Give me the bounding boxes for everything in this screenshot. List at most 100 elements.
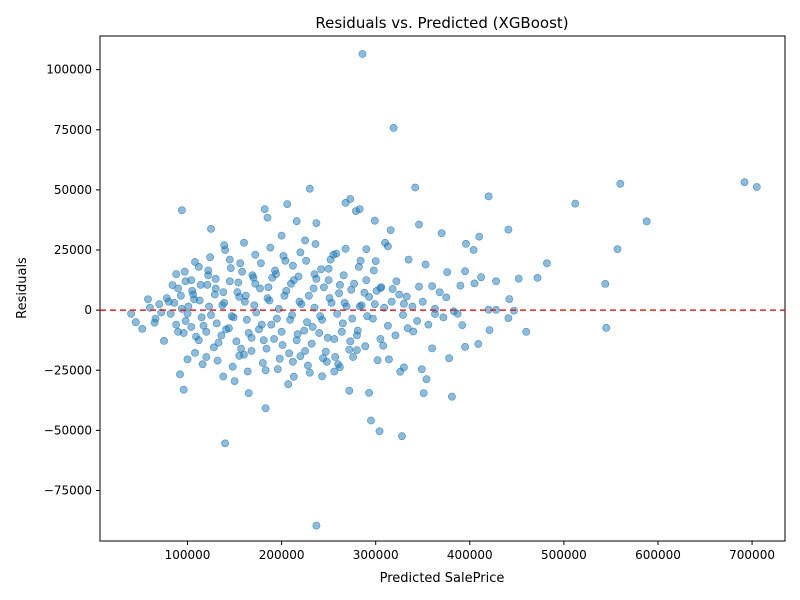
data-point [290,373,297,380]
data-point [462,343,469,350]
y-tick-label: 50000 [54,183,92,197]
data-point [367,417,374,424]
y-tick-label: 75000 [54,123,92,137]
data-point [195,337,202,344]
data-point [310,285,317,292]
data-point [378,284,385,291]
data-point [152,315,159,322]
data-point [346,346,353,353]
data-point [296,298,303,305]
data-point [312,240,319,247]
x-tick-label: 500000 [541,548,587,562]
data-point [199,361,206,368]
data-point [318,266,325,273]
data-point [429,283,436,290]
data-point [190,291,197,298]
data-point [229,363,236,370]
data-point [741,179,748,186]
data-point [275,305,282,312]
data-point [289,262,296,269]
data-point [248,347,255,354]
data-point [505,315,512,322]
data-point [515,275,522,282]
data-point [309,323,316,330]
data-point [357,257,364,264]
data-point [462,268,469,275]
data-point [228,313,235,320]
data-point [260,337,267,344]
data-point [425,321,432,328]
data-point [173,321,180,328]
data-point [188,323,195,330]
data-point [288,311,295,318]
x-tick-label: 600000 [635,548,681,562]
data-point [156,301,163,308]
data-point [167,310,174,317]
data-point [366,389,373,396]
data-point [222,246,229,253]
data-point [305,292,312,299]
data-point [278,232,285,239]
x-tick-label: 400000 [447,548,493,562]
data-point [297,249,304,256]
data-point [180,329,187,336]
data-point [128,310,135,317]
data-point [236,293,243,300]
data-point [506,296,513,303]
data-point [243,316,250,323]
data-point [237,260,244,267]
data-point [287,280,294,287]
data-point [400,300,407,307]
data-point [306,369,313,376]
data-point [222,440,229,447]
data-point [347,338,354,345]
data-point [412,184,419,191]
chart-title: Residuals vs. Predicted (XGBoost) [315,14,568,32]
data-point [279,341,286,348]
data-point [392,332,399,339]
data-point [429,345,436,352]
data-point [471,280,478,287]
data-point [322,348,329,355]
data-point [198,314,205,321]
data-point [220,373,227,380]
data-point [371,217,378,224]
data-point [436,289,443,296]
data-point [404,325,411,332]
data-point [276,355,283,362]
data-point [617,180,624,187]
data-point [415,283,422,290]
data-point [420,390,427,397]
data-point [252,251,259,258]
data-point [454,310,461,317]
data-point [384,243,391,250]
data-point [338,328,345,335]
y-tick-label: 100000 [46,63,92,77]
y-tick-label: −25000 [44,363,92,377]
data-point [390,124,397,131]
data-point [197,281,204,288]
data-point [263,345,270,352]
data-point [204,281,211,288]
data-point [341,299,348,306]
data-point [262,367,269,374]
data-point [239,268,246,275]
data-point [331,335,338,342]
data-point [403,293,410,300]
data-point [347,195,354,202]
data-point [165,298,172,305]
data-point [233,338,240,345]
data-point [415,221,422,228]
data-point [398,433,405,440]
data-point [255,326,262,333]
data-point [457,282,464,289]
data-point [303,257,310,264]
data-point [203,328,210,335]
x-axis-label: Predicted SalePrice [380,571,505,586]
data-point [225,325,232,332]
data-point [387,227,394,234]
data-point [462,240,469,247]
data-point [319,355,326,362]
y-tick-label: 25000 [54,243,92,257]
